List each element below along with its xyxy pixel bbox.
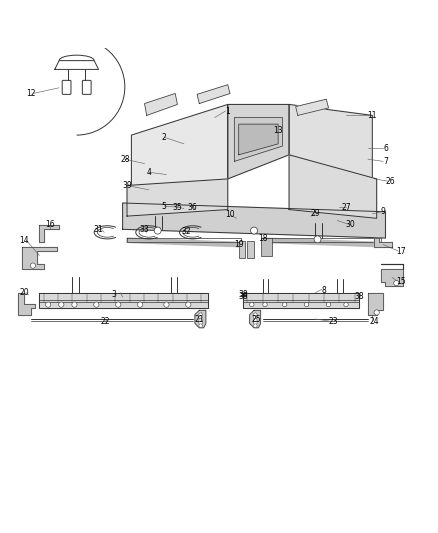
Circle shape bbox=[186, 302, 191, 307]
Circle shape bbox=[116, 302, 121, 307]
Text: 13: 13 bbox=[273, 126, 283, 135]
FancyBboxPatch shape bbox=[247, 241, 254, 258]
Polygon shape bbox=[55, 61, 99, 69]
Polygon shape bbox=[263, 238, 381, 247]
Text: 12: 12 bbox=[26, 89, 35, 98]
Circle shape bbox=[59, 302, 64, 307]
Text: 33: 33 bbox=[140, 225, 149, 234]
Polygon shape bbox=[374, 238, 392, 247]
Polygon shape bbox=[39, 293, 208, 308]
Circle shape bbox=[72, 302, 77, 307]
Text: 2: 2 bbox=[162, 133, 166, 142]
Circle shape bbox=[94, 302, 99, 307]
Circle shape bbox=[304, 302, 309, 307]
Circle shape bbox=[30, 263, 35, 268]
Circle shape bbox=[254, 321, 257, 325]
Circle shape bbox=[344, 302, 348, 307]
Text: 1: 1 bbox=[226, 107, 230, 116]
Text: 29: 29 bbox=[311, 209, 320, 219]
FancyBboxPatch shape bbox=[239, 241, 245, 258]
Polygon shape bbox=[39, 225, 59, 243]
Circle shape bbox=[254, 313, 257, 317]
Ellipse shape bbox=[59, 55, 94, 66]
Text: 22: 22 bbox=[100, 317, 110, 326]
Text: 20: 20 bbox=[19, 288, 29, 297]
Text: 25: 25 bbox=[251, 314, 261, 324]
Circle shape bbox=[263, 302, 267, 307]
Circle shape bbox=[283, 302, 287, 307]
Circle shape bbox=[374, 310, 379, 315]
Polygon shape bbox=[239, 124, 278, 155]
Circle shape bbox=[199, 313, 202, 317]
Text: 4: 4 bbox=[146, 168, 152, 177]
Text: 19: 19 bbox=[234, 240, 244, 249]
Text: 3: 3 bbox=[111, 290, 117, 300]
Circle shape bbox=[254, 318, 257, 322]
Polygon shape bbox=[18, 293, 35, 314]
Text: 8: 8 bbox=[322, 286, 326, 295]
Text: 31: 31 bbox=[94, 225, 103, 234]
Text: 18: 18 bbox=[258, 233, 268, 243]
Circle shape bbox=[326, 302, 331, 307]
Circle shape bbox=[154, 227, 161, 234]
Circle shape bbox=[138, 302, 143, 307]
Text: 11: 11 bbox=[367, 111, 377, 120]
Circle shape bbox=[199, 321, 202, 325]
Text: 30: 30 bbox=[346, 220, 355, 229]
Polygon shape bbox=[250, 310, 261, 328]
Text: 28: 28 bbox=[120, 155, 130, 164]
Text: 38: 38 bbox=[238, 292, 248, 301]
Text: 35: 35 bbox=[173, 203, 182, 212]
Text: 6: 6 bbox=[383, 144, 388, 153]
Text: 24: 24 bbox=[370, 317, 379, 326]
Text: 38: 38 bbox=[354, 292, 364, 301]
Text: 36: 36 bbox=[188, 203, 198, 212]
Circle shape bbox=[199, 324, 202, 327]
Text: 23: 23 bbox=[328, 317, 338, 326]
Polygon shape bbox=[296, 99, 328, 115]
Polygon shape bbox=[243, 293, 359, 308]
Polygon shape bbox=[289, 155, 377, 219]
Text: 17: 17 bbox=[396, 247, 406, 256]
Text: 7: 7 bbox=[383, 157, 388, 166]
Circle shape bbox=[394, 280, 399, 286]
Text: 39: 39 bbox=[122, 181, 132, 190]
Text: 5: 5 bbox=[162, 201, 167, 211]
FancyBboxPatch shape bbox=[261, 238, 272, 255]
Circle shape bbox=[314, 236, 321, 243]
Text: 21: 21 bbox=[194, 314, 204, 324]
Polygon shape bbox=[197, 85, 230, 103]
Polygon shape bbox=[234, 118, 283, 161]
Text: 10: 10 bbox=[225, 211, 235, 219]
Circle shape bbox=[164, 302, 169, 307]
Circle shape bbox=[251, 227, 258, 234]
Polygon shape bbox=[368, 293, 383, 314]
Polygon shape bbox=[127, 179, 228, 216]
Polygon shape bbox=[228, 104, 289, 179]
Circle shape bbox=[199, 316, 202, 319]
Polygon shape bbox=[145, 93, 177, 115]
Polygon shape bbox=[195, 310, 206, 328]
Circle shape bbox=[254, 316, 257, 319]
Text: 27: 27 bbox=[341, 203, 351, 212]
Circle shape bbox=[250, 302, 254, 307]
Circle shape bbox=[254, 324, 257, 327]
Polygon shape bbox=[123, 203, 385, 238]
Circle shape bbox=[199, 318, 202, 322]
Polygon shape bbox=[381, 264, 403, 286]
Circle shape bbox=[46, 302, 51, 307]
FancyBboxPatch shape bbox=[62, 80, 71, 94]
Polygon shape bbox=[22, 247, 57, 269]
Text: 14: 14 bbox=[19, 236, 29, 245]
Text: 15: 15 bbox=[396, 277, 406, 286]
Polygon shape bbox=[289, 104, 372, 179]
Text: 26: 26 bbox=[385, 176, 395, 185]
Polygon shape bbox=[127, 238, 241, 247]
Polygon shape bbox=[131, 104, 228, 214]
FancyBboxPatch shape bbox=[82, 80, 91, 94]
Text: 16: 16 bbox=[46, 220, 55, 229]
Text: 32: 32 bbox=[181, 227, 191, 236]
Text: 38: 38 bbox=[238, 290, 248, 300]
Text: 9: 9 bbox=[381, 207, 386, 216]
